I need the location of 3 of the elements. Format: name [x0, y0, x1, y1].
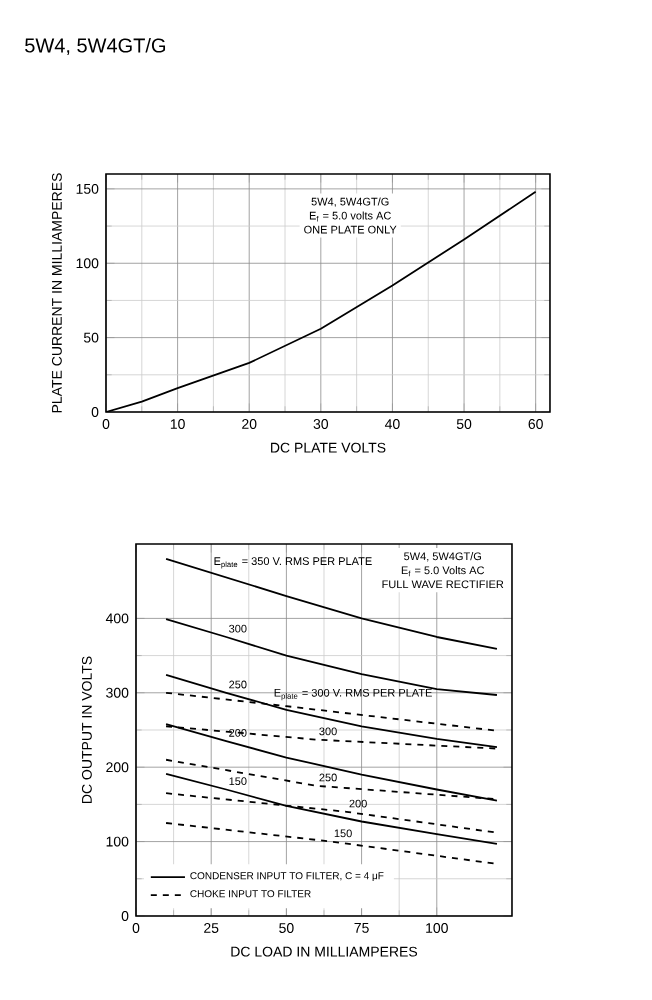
- chart-title: 5W4, 5W4GT/G: [25, 37, 166, 55]
- line-series: [165, 618, 498, 696]
- line-series: [165, 772, 498, 845]
